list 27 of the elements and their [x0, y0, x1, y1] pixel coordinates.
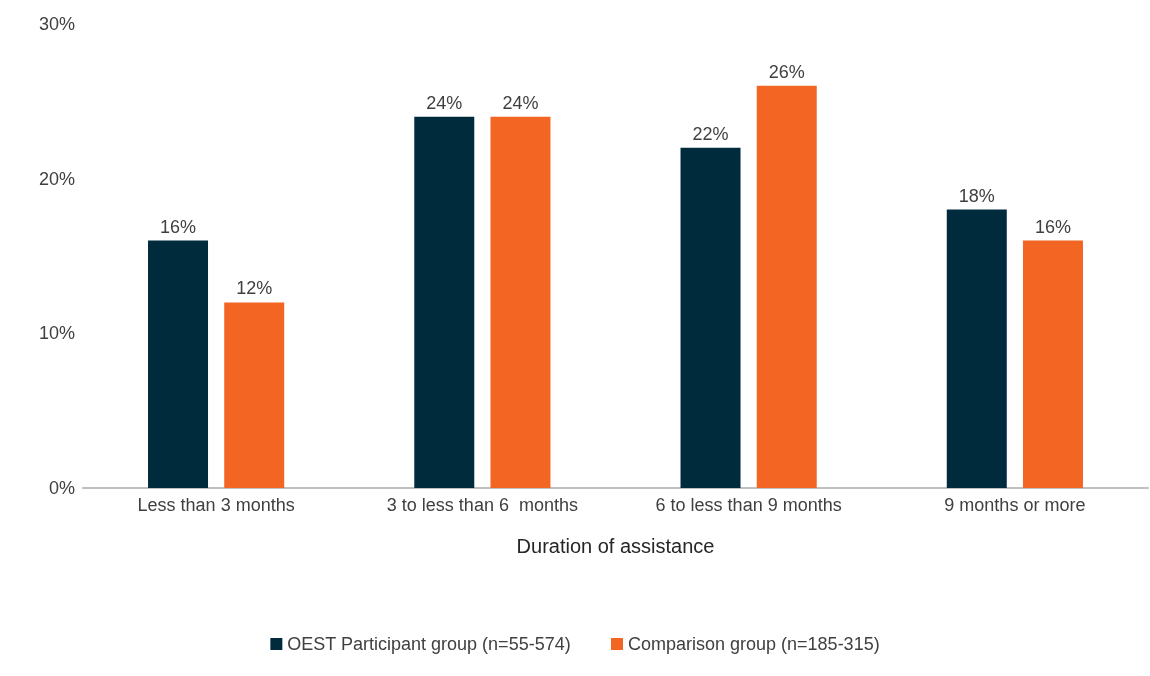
- data-label: 22%: [692, 123, 729, 144]
- data-label: 26%: [768, 61, 805, 82]
- bar: [946, 209, 1007, 488]
- y-tick-label: 30%: [38, 14, 75, 34]
- data-label: 24%: [426, 92, 463, 113]
- y-tick-label: 20%: [38, 168, 75, 189]
- x-axis-title: Duration of assistance: [516, 535, 715, 557]
- y-tick-label: 10%: [38, 323, 75, 344]
- data-label: 18%: [958, 185, 995, 206]
- bar: [490, 116, 551, 488]
- data-label: 24%: [502, 92, 539, 113]
- legend-label: OEST Participant group (n=55-574): [287, 634, 571, 654]
- bar: [414, 116, 475, 488]
- data-label: 16%: [160, 216, 197, 237]
- bar: [224, 302, 285, 488]
- bar: [756, 85, 817, 488]
- bar: [148, 240, 209, 488]
- y-tick-label: 0%: [48, 478, 75, 498]
- bar: [680, 147, 741, 488]
- x-tick-label: Less than 3 months: [137, 495, 295, 515]
- x-tick-label: 3 to less than 6 months: [386, 495, 578, 515]
- data-label: 12%: [236, 278, 273, 299]
- data-label: 16%: [1034, 216, 1071, 237]
- legend-label: Comparison group (n=185-315): [628, 634, 880, 654]
- x-tick-label: 6 to less than 9 months: [655, 495, 842, 515]
- bar: [1022, 240, 1083, 488]
- x-tick-label: 9 months or more: [944, 495, 1086, 515]
